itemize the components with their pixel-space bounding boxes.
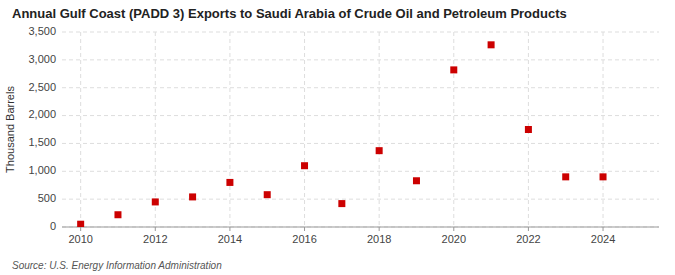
x-tick-mark (379, 227, 380, 231)
x-tick-label: 2014 (218, 233, 242, 245)
y-grid-line (62, 32, 659, 33)
y-grid-line (62, 87, 659, 88)
point (562, 173, 569, 180)
y-grid-line (62, 115, 659, 116)
point (488, 41, 495, 48)
x-tick-mark (528, 227, 529, 231)
point (413, 177, 420, 184)
grid (62, 32, 659, 227)
chart-svg: 0 500 1,000 1,500 2,000 2,500 3,000 3,500 Thousa… (0, 0, 675, 275)
y-tick-label: 3,500 (28, 25, 56, 37)
x-axis-line (62, 227, 659, 228)
chart-container: 0 500 1,000 1,500 2,000 2,500 3,000 3,500 Thousa… (0, 0, 675, 275)
point (301, 162, 308, 169)
point (525, 126, 532, 133)
x-tick-mark (304, 227, 305, 231)
x-tick-label: 2016 (292, 233, 316, 245)
x-tick-mark (155, 227, 156, 231)
x-tick-mark (603, 227, 604, 231)
point (450, 66, 457, 73)
x-tick-label: 2018 (367, 233, 391, 245)
point (114, 211, 121, 218)
y-tick-label: 500 (38, 192, 56, 204)
point (600, 173, 607, 180)
x-tick-label: 2010 (68, 233, 92, 245)
point (77, 221, 84, 227)
points (77, 41, 606, 227)
x-grid-line (229, 32, 230, 227)
x-tick-label: 2020 (442, 233, 466, 245)
y-tick-label: 3,000 (28, 53, 56, 65)
point (226, 179, 233, 186)
x-tick-mark (229, 227, 230, 231)
y-tick-label: 0 (50, 220, 56, 232)
x-grid-line (80, 32, 81, 227)
x-tick-mark (453, 227, 454, 231)
y-grid-line (62, 59, 659, 60)
x-grid-line (379, 32, 380, 227)
point (338, 200, 345, 207)
point (189, 193, 196, 200)
y-grid-line (62, 227, 659, 228)
x-grid-line (304, 32, 305, 227)
y-axis: 0 500 1,000 1,500 2,000 2,500 3,000 3,500 Thousa… (4, 25, 56, 232)
point (376, 147, 383, 154)
y-tick-label: 1,500 (28, 136, 56, 148)
y-tick-label: 2,500 (28, 81, 56, 93)
title: Annual Gulf Coast (PADD 3) Exports to Sa… (12, 6, 567, 21)
x-grid-line (453, 32, 454, 227)
point (152, 198, 159, 205)
x-grid-line (603, 32, 604, 227)
x-tick-mark (80, 227, 81, 231)
x-tick-label: 2024 (591, 233, 615, 245)
y-grid-line (62, 171, 659, 172)
y-grid-line (62, 199, 659, 200)
y-axis-label: Thousand Barrels (4, 86, 16, 173)
point (264, 191, 271, 198)
y-tick-label: 1,000 (28, 164, 56, 176)
y-tick-label: 2,000 (28, 108, 56, 120)
x-tick-label: 2012 (143, 233, 167, 245)
x-tick-label: 2022 (516, 233, 540, 245)
x-grid-line (155, 32, 156, 227)
y-grid-line (62, 143, 659, 144)
x-axis: 2010 2012 2014 2016 2018 2020 2022 2024 (62, 227, 659, 245)
annotation: Source: U.S. Energy Information Administ… (12, 260, 222, 271)
